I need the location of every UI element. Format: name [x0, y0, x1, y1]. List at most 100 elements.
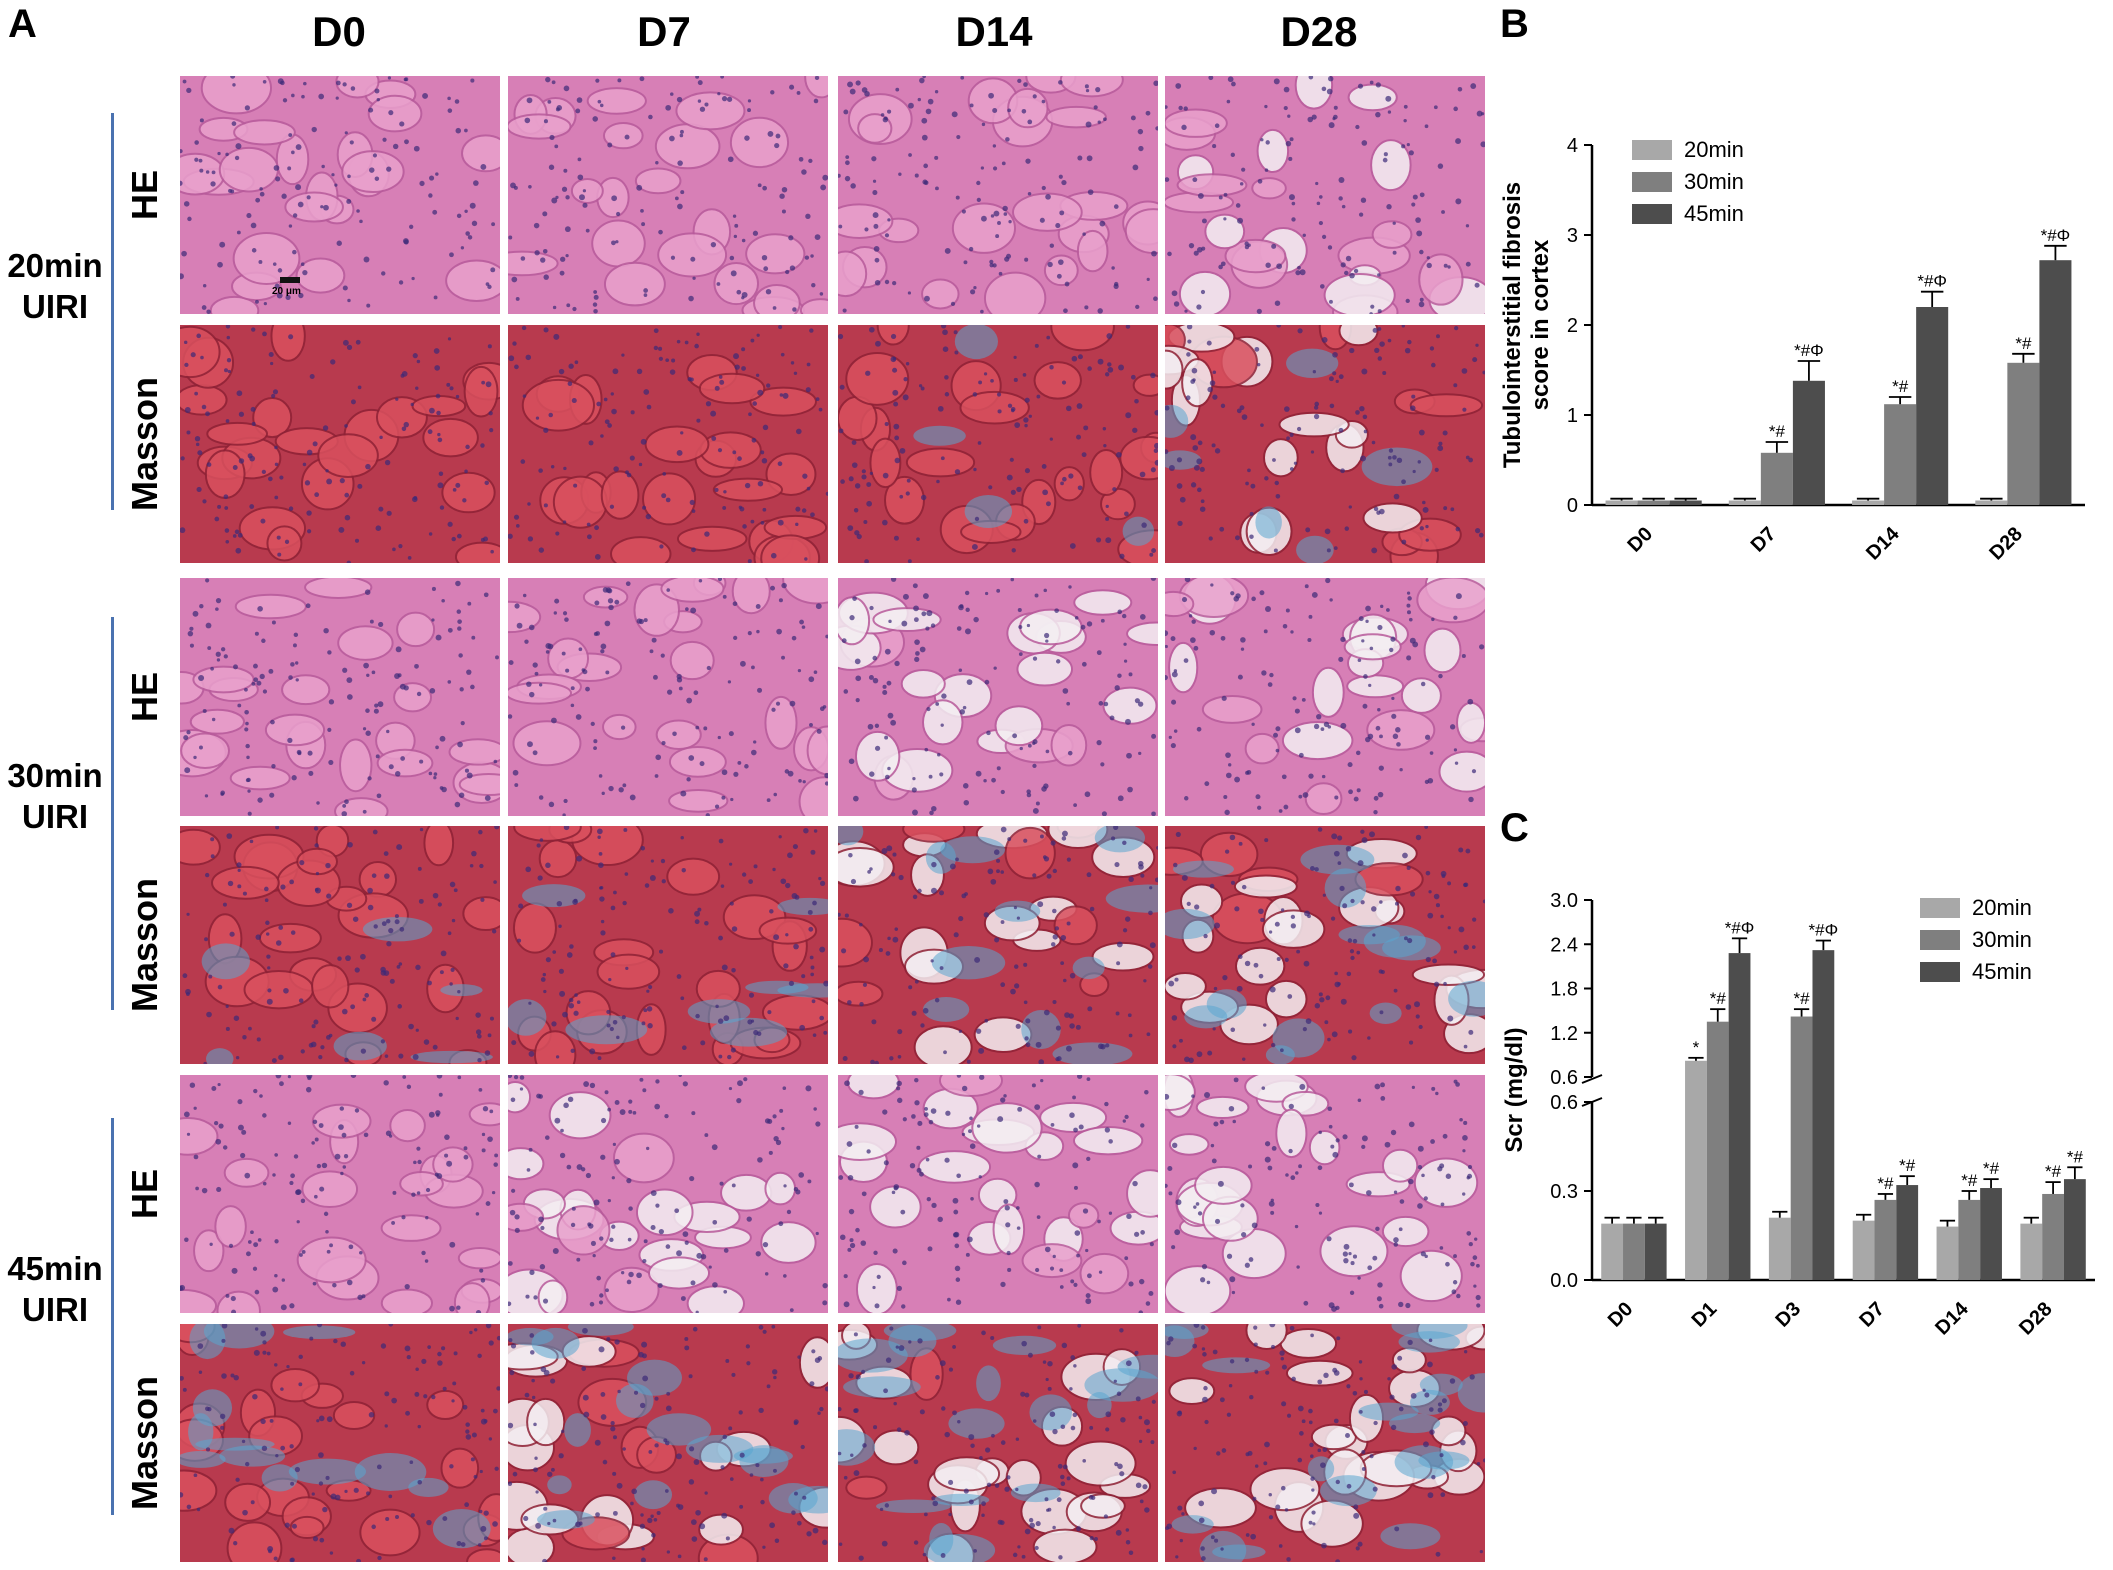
y-tick-label-b: 3 [1567, 225, 1578, 247]
annotation-c-d1-30min: *# [1710, 989, 1727, 1008]
group-label-30min: 30min UIRI [0, 755, 110, 838]
micrograph-he-45min-d14 [838, 1075, 1158, 1313]
micrograph-he-30min-d7 [508, 578, 828, 816]
bar-b-d0-45min [1669, 500, 1702, 505]
legend-label-c-20min: 20min [1972, 895, 2032, 920]
annotation-c-d1-45min: *#Φ [1725, 918, 1755, 937]
bar-c-d3-45min [1812, 950, 1835, 1280]
bar-b-d7-30min [1760, 452, 1793, 505]
annotation-c-d28-45min: *# [2067, 1147, 2084, 1166]
group-bracket-45min [111, 1118, 114, 1515]
stain-label-masson-20min: Masson [124, 376, 166, 512]
group-bracket-30min [111, 617, 114, 1010]
group-bracket-20min [111, 113, 114, 510]
column-header-d7: D7 [637, 8, 691, 55]
legend-swatch-b-20min [1632, 140, 1672, 160]
bar-c-d28-30min [2042, 1193, 2064, 1280]
micrograph-he-20min-d0 [180, 76, 500, 314]
group-label-20min-line2: UIRI [22, 288, 88, 326]
scale-bar [280, 277, 300, 283]
bar-c-d3-20min [1768, 1217, 1791, 1280]
bar-c-d0-20min [1601, 1223, 1624, 1280]
x-tick-label-c-d28: D28 [2015, 1298, 2057, 1340]
group-label-20min: 20min UIRI [0, 245, 110, 328]
x-tick-label-b-d28: D28 [1985, 523, 2027, 565]
panel-a-letter: A [8, 2, 37, 46]
micrograph-masson-20min-d7 [508, 325, 828, 563]
bar-c-d7-30min [1874, 1199, 1897, 1280]
stain-label-masson-45min: Masson [124, 1375, 166, 1511]
y-tick-label-upper-c: 1.8 [1550, 979, 1578, 1001]
legend-label-b-30min: 30min [1684, 169, 1744, 194]
y-tick-label-upper-c: 1.2 [1550, 1023, 1578, 1045]
y-tick-label-lower-c: 0.0 [1550, 1270, 1578, 1292]
micrograph-masson-20min-d14 [838, 325, 1158, 563]
panel-c-letter: C [1500, 806, 1529, 850]
y-tick-label-b: 4 [1567, 135, 1578, 157]
bar-b-d28-30min [2007, 362, 2040, 505]
annotation-b-d14-30min: *# [1892, 377, 1909, 396]
annotation-c-d7-45min: *# [1899, 1156, 1916, 1175]
bar-b-d0-30min [1637, 500, 1670, 505]
bar-b-d7-20min [1728, 500, 1761, 505]
micrograph-masson-20min-d28 [1165, 325, 1485, 563]
column-header-d14: D14 [955, 8, 1033, 55]
group-label-30min-line2: UIRI [22, 798, 88, 836]
legend-label-b-45min: 45min [1684, 201, 1744, 226]
micrograph-masson-30min-d7 [508, 826, 828, 1064]
bar-c-d0-45min [1644, 1223, 1667, 1280]
micrograph-he-20min-d28 [1165, 76, 1485, 314]
group-label-20min-line1: 20min [7, 247, 103, 284]
bar-c-d1-30min [1706, 1021, 1729, 1280]
bar-b-d0-20min [1605, 500, 1638, 505]
bar-c-d7-45min [1896, 1185, 1919, 1280]
bar-c-d14-20min [1936, 1226, 1959, 1280]
bar-b-d7-45min [1792, 380, 1825, 505]
micrograph-masson-30min-d14 [838, 826, 1158, 1064]
y-tick-label-upper-c: 0.6 [1550, 1067, 1578, 1089]
y-tick-label-lower-c: 0.6 [1550, 1092, 1578, 1114]
bar-c-d14-30min [1958, 1199, 1981, 1280]
bar-c-d1-20min [1685, 1060, 1707, 1280]
stain-label-he-20min: HE [124, 169, 166, 221]
micrograph-he-30min-d28 [1165, 578, 1485, 816]
group-label-45min-line2: UIRI [22, 1291, 88, 1329]
stain-label-he-45min: HE [124, 1168, 166, 1220]
x-tick-label-c-d0: D0 [1604, 1298, 1638, 1332]
annotation-b-d28-30min: *# [2015, 334, 2032, 353]
y-tick-label-b: 0 [1567, 495, 1578, 517]
x-tick-label-c-d7: D7 [1855, 1298, 1889, 1332]
annotation-c-d3-45min: *#Φ [1809, 921, 1839, 940]
legend-swatch-c-45min [1920, 962, 1960, 982]
bar-b-d14-20min [1852, 500, 1885, 505]
legend-swatch-b-45min [1632, 204, 1672, 224]
micrograph-he-45min-d7 [508, 1075, 828, 1313]
bar-b-d28-45min [2039, 260, 2072, 505]
bar-b-d14-45min [1916, 307, 1949, 505]
bar-c-d3-30min [1790, 1016, 1813, 1280]
bar-c-d1-45min [1728, 953, 1751, 1280]
bar-b-d28-20min [1975, 500, 2008, 505]
x-tick-label-b-d7: D7 [1747, 523, 1781, 557]
micrograph-masson-45min-d28 [1165, 1324, 1485, 1562]
legend-swatch-b-30min [1632, 172, 1672, 192]
micrograph-masson-45min-d0 [180, 1324, 500, 1562]
stain-label-masson-30min: Masson [124, 877, 166, 1013]
micrograph-masson-45min-d7 [508, 1324, 828, 1562]
micrograph-he-30min-d0 [180, 578, 500, 816]
micrograph-masson-30min-d28 [1165, 826, 1485, 1064]
micrograph-he-20min-d7 [508, 76, 828, 314]
group-label-45min: 45min UIRI [0, 1248, 110, 1331]
y-tick-label-upper-c: 3.0 [1550, 890, 1578, 912]
annotation-c-d28-30min: *# [2045, 1162, 2062, 1181]
x-tick-label-c-d3: D3 [1771, 1298, 1805, 1332]
bar-c-d28-20min [2020, 1223, 2043, 1280]
scale-bar-label: 20 μm [272, 286, 301, 297]
y-tick-label-lower-c: 0.3 [1550, 1181, 1578, 1203]
annotation-b-d14-45min: *#Φ [1917, 272, 1947, 291]
y-tick-label-b: 1 [1567, 405, 1578, 427]
column-header-d28: D28 [1280, 8, 1358, 55]
annotation-b-d7-30min: *# [1769, 422, 1786, 441]
chart-c: 0.6 1.2 1.8 2.4 3.0 0.0 0.3 0.6 Scr (mg/dl) D0 * *#… [1501, 890, 2095, 1340]
legend-swatch-c-30min [1920, 930, 1960, 950]
